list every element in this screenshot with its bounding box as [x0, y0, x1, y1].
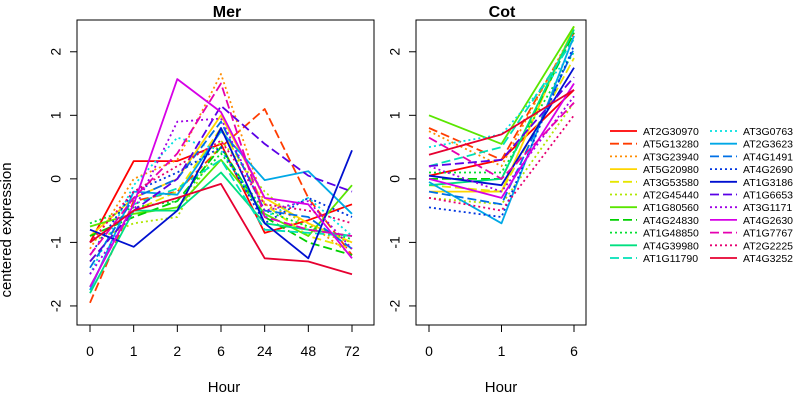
x-tick-label: 6 — [217, 343, 225, 359]
y-tick-label: -2 — [387, 300, 403, 313]
series-line-at3g23940 — [428, 29, 575, 168]
series-line-at5g13280 — [428, 32, 575, 161]
series-line-at5g13280 — [89, 108, 353, 304]
series-line-at3g1171 — [428, 95, 575, 193]
series-line-at1g3186 — [428, 67, 575, 187]
y-axis-title: centered expression — [0, 162, 15, 297]
legend-label: AT5G20980 — [643, 164, 699, 176]
series-line-at4g2690 — [89, 146, 353, 256]
x-tick-label: 24 — [257, 343, 273, 359]
legend-label: AT1G80560 — [643, 202, 699, 214]
x-tick-label: 1 — [130, 343, 138, 359]
legend-label: AT4G39980 — [643, 240, 699, 252]
series-line-at3g0763 — [428, 51, 575, 148]
series-line-at2g45440 — [428, 102, 575, 206]
y-tick-label: 0 — [387, 175, 403, 183]
x-tick-label: 0 — [86, 343, 94, 359]
panel-mer-x-axis: 0 1 2 6 24 48 72 — [86, 325, 360, 359]
series-line-at2g45440 — [89, 139, 353, 244]
legend-label: AT2G30970 — [643, 126, 699, 138]
legend-label: AT3G23940 — [643, 151, 699, 163]
y-tick-label: 2 — [48, 48, 64, 56]
panel-cot-title: Cot — [489, 4, 516, 21]
x-tick-label: 48 — [301, 343, 317, 359]
legend-label: AT1G3186 — [743, 177, 793, 189]
series-line-at5g20980 — [89, 114, 353, 244]
series-line-at4g1491 — [428, 48, 575, 206]
panel-cot-x-axis-title: Hour — [485, 379, 518, 396]
series-line-at4g24830 — [429, 32, 575, 180]
series-line-at2g30970 — [89, 142, 353, 243]
legend-label: AT1G7767 — [743, 228, 793, 240]
series-line-at3g23940 — [89, 73, 353, 256]
x-tick-label: 1 — [498, 343, 506, 359]
legend-label: AT5G13280 — [643, 139, 699, 151]
legend-label: AT3G0763 — [743, 126, 793, 138]
series-line-at3g0763 — [89, 136, 353, 275]
series-line-at2g3623 — [89, 130, 353, 291]
legend-label: AT4G2690 — [743, 164, 793, 176]
legend-label: AT4G24830 — [643, 215, 699, 227]
panel-mer-title: Mer — [213, 4, 241, 21]
series-line-at4g39980 — [89, 171, 353, 294]
y-tick-label: 1 — [387, 111, 403, 119]
legend-label: AT2G2225 — [743, 240, 793, 252]
series-line-at4g2630 — [89, 78, 353, 288]
panel-cot-series-lines — [428, 25, 575, 225]
x-tick-label: 0 — [425, 343, 433, 359]
y-tick-label: 1 — [48, 111, 64, 119]
panel-cot: Cot -2 -1 0 1 2 0 1 6 Hour — [387, 4, 587, 396]
x-tick-label: 2 — [173, 343, 181, 359]
panel-mer-x-axis-title: Hour — [208, 379, 241, 396]
y-tick-label: -1 — [387, 236, 403, 249]
legend-label: AT3G53580 — [643, 177, 699, 189]
series-line-at4g39980 — [428, 29, 575, 187]
panel-cot-y-axis: -2 -1 0 1 2 — [387, 48, 416, 312]
panel-mer-plot-frame — [76, 19, 375, 326]
panel-cot-x-axis: 0 1 6 — [425, 325, 578, 359]
series-line-at1g48850 — [429, 51, 575, 174]
y-tick-label: 2 — [387, 48, 403, 56]
series-line-at4g3252 — [428, 89, 575, 156]
series-line-at1g80560 — [428, 25, 575, 145]
x-tick-label: 72 — [344, 343, 360, 359]
panel-mer: Mer -2 -1 0 1 2 0 1 2 6 24 48 72 Hour — [48, 4, 375, 396]
legend-label: AT1G6653 — [743, 190, 793, 202]
legend-label: AT1G48850 — [643, 228, 699, 240]
series-line-at1g7767 — [89, 82, 353, 256]
series-line-at4g2630 — [428, 83, 575, 199]
legend: AT2G30970AT5G13280AT3G23940AT5G20980AT3G… — [610, 126, 793, 265]
y-tick-label: -2 — [48, 300, 64, 313]
legend-label: AT3G1171 — [743, 202, 792, 214]
legend-label: AT4G2630 — [743, 215, 793, 227]
panel-mer-y-axis: -2 -1 0 1 2 — [48, 48, 77, 312]
legend-label: AT4G3252 — [743, 253, 793, 265]
x-tick-label: 6 — [570, 343, 578, 359]
legend-label: AT4G1491 — [743, 151, 793, 163]
series-line-at1g7767 — [428, 101, 575, 180]
series-line-at4g3252 — [89, 182, 353, 276]
y-tick-label: 0 — [48, 175, 64, 183]
legend-label: AT2G45440 — [643, 190, 699, 202]
series-line-at1g11790 — [89, 158, 353, 288]
series-line-at1g11790 — [428, 38, 575, 167]
series-line-at3g1171 — [89, 117, 353, 275]
legend-label: AT1G11790 — [643, 253, 698, 265]
series-line-at2g3623 — [428, 35, 575, 225]
series-line-at2g2225 — [89, 139, 353, 243]
series-line-at1g3186 — [89, 127, 353, 260]
panel-mer-series-lines — [89, 73, 353, 304]
series-line-at1g48850 — [89, 152, 353, 241]
legend-label: AT2G3623 — [743, 139, 793, 151]
series-line-at1g80560 — [89, 158, 353, 237]
y-tick-label: -1 — [48, 236, 64, 249]
